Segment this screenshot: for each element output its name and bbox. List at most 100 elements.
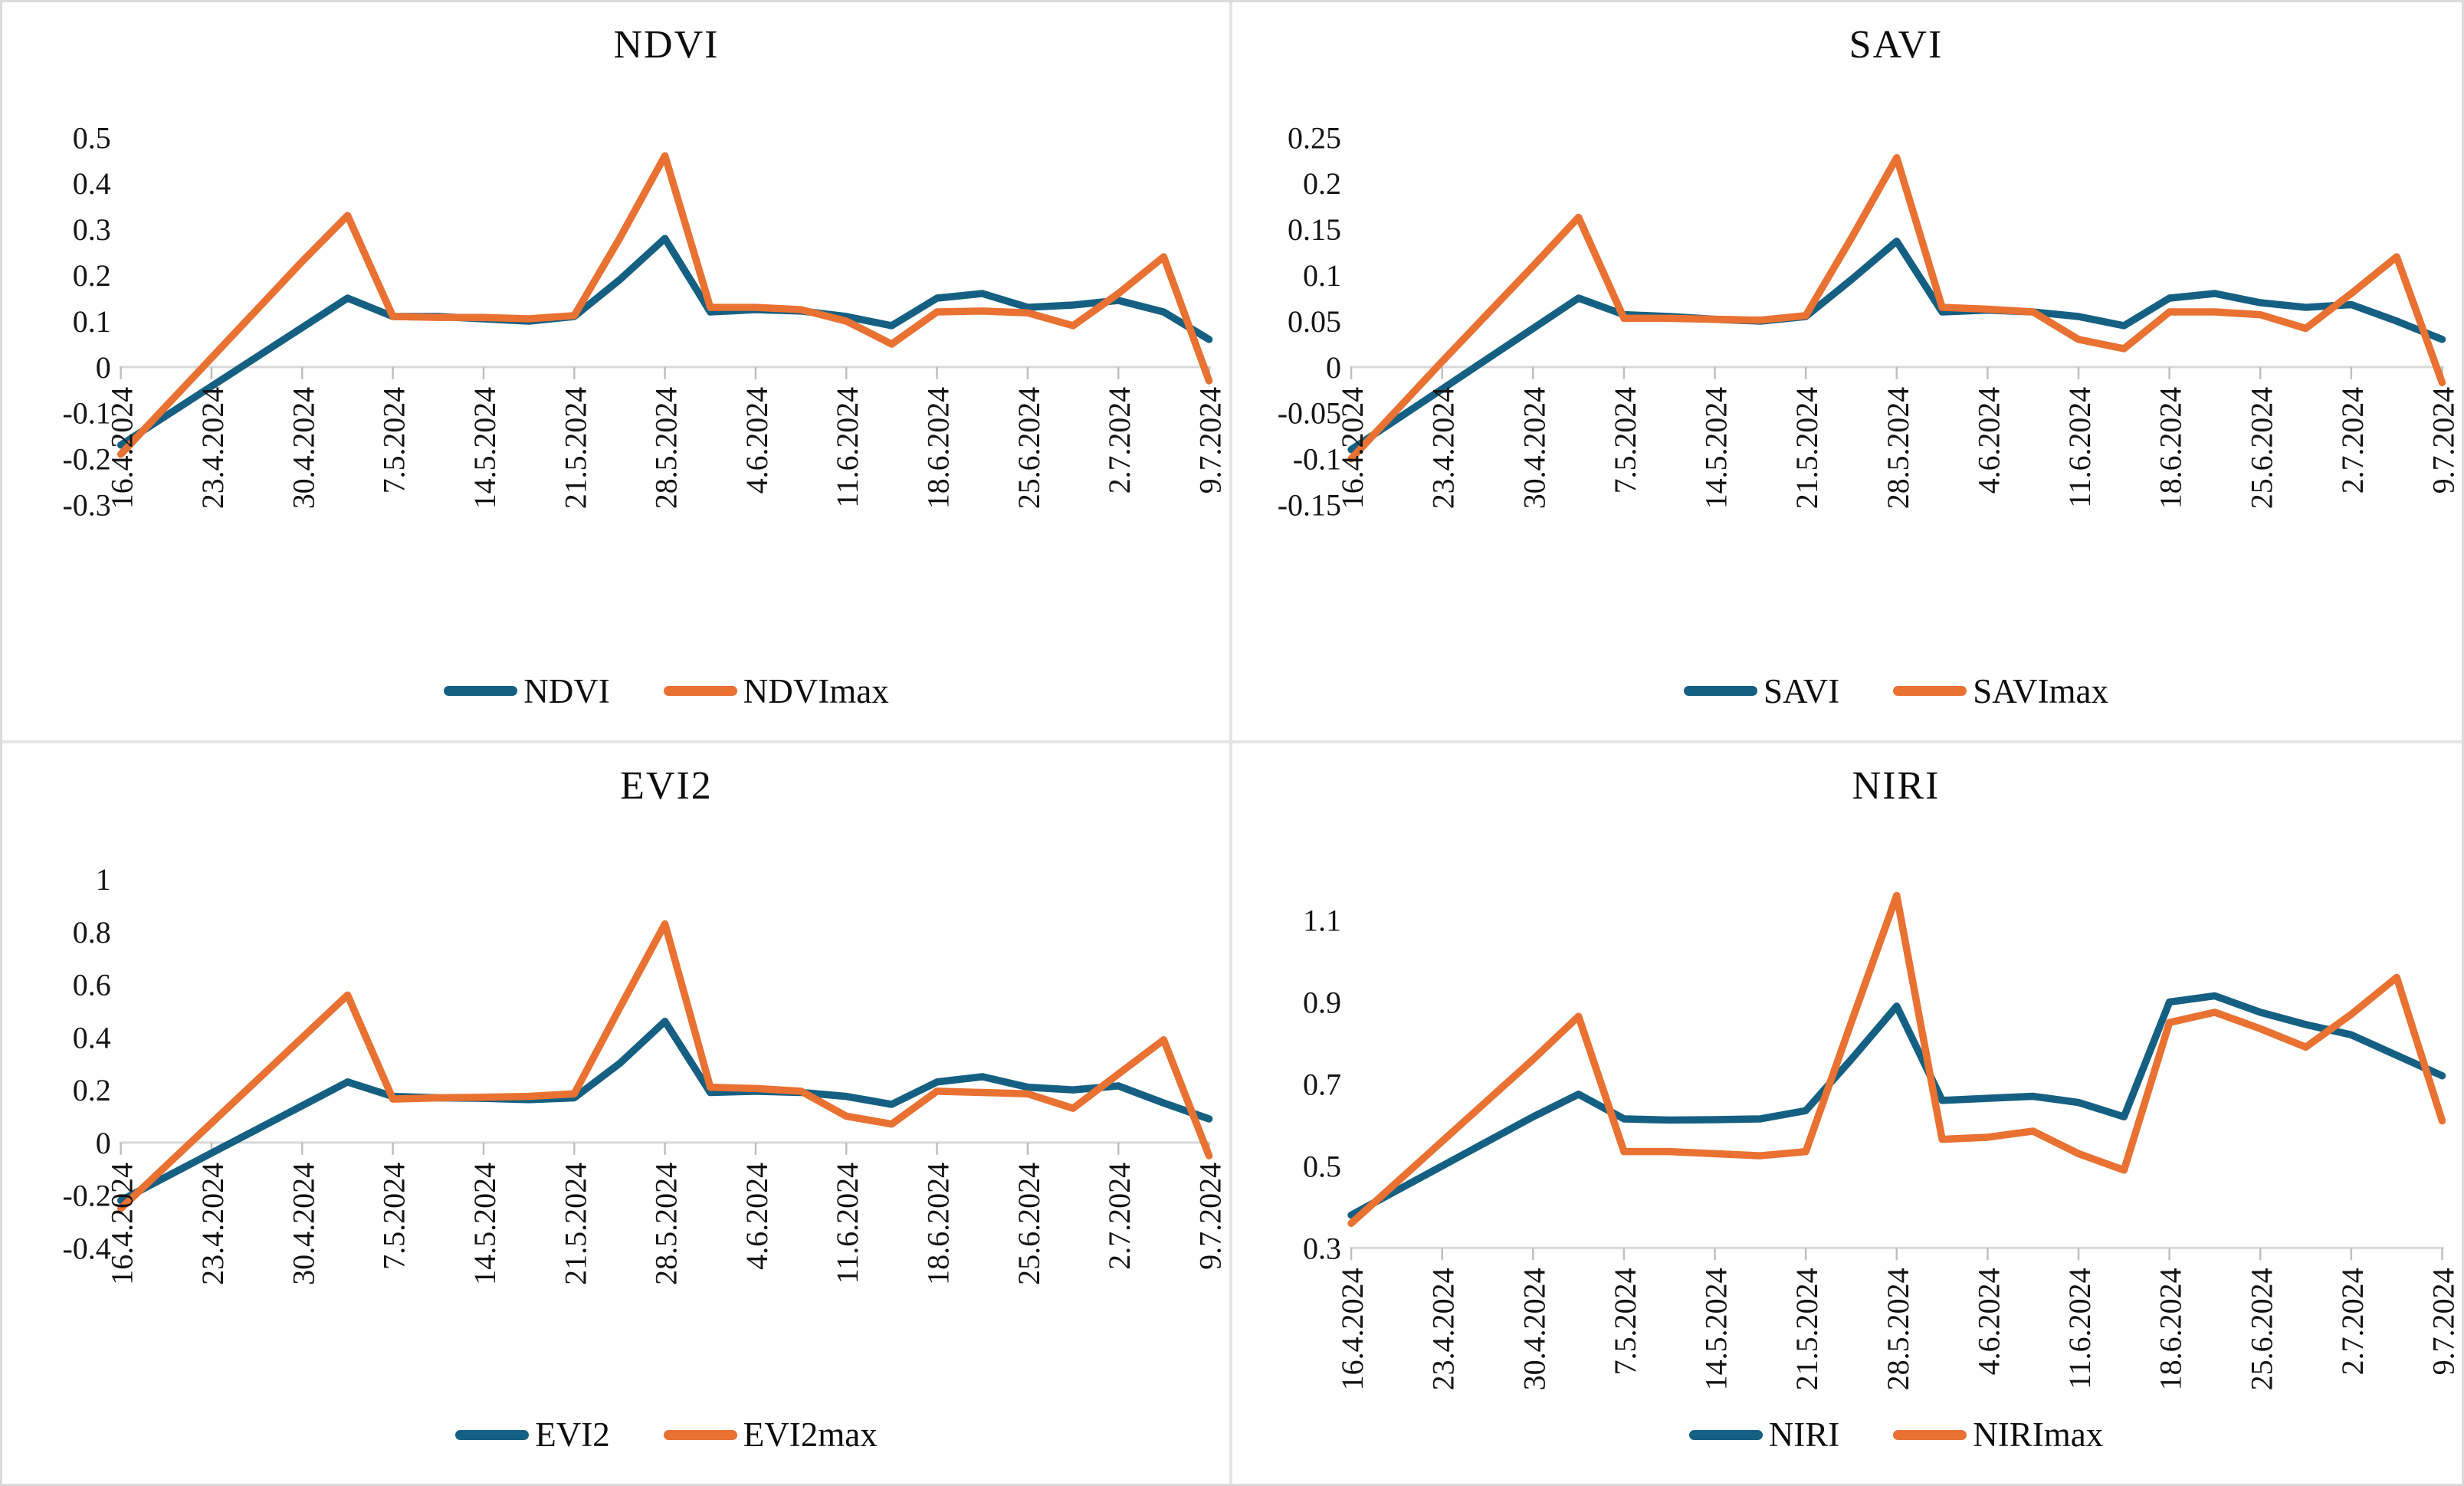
legend-swatch-series2: [1893, 1429, 1967, 1440]
legend-label: NIRI: [1768, 1415, 1840, 1454]
x-tick-label: 7.5.2024: [377, 387, 412, 494]
evi2max-series-line: [116, 920, 1213, 1212]
x-tick-label: 4.6.2024: [740, 387, 774, 494]
chart-niri: 16.4.2024 23.4.2024 30.4.2024 7.5.2024 14.5.…: [1232, 743, 2462, 1484]
y-tick-label: 0.2: [73, 1073, 111, 1107]
legend-swatch-series2: [1893, 686, 1967, 696]
y-tick-label: 0: [96, 350, 111, 385]
x-tick-label: 11.6.2024: [2062, 1268, 2097, 1389]
chart-title: SAVI: [1849, 23, 1944, 67]
x-tick-label: 30.4.2024: [286, 1162, 320, 1284]
y-tick-label: -0.15: [1277, 488, 1340, 523]
y-tick-label: 1.1: [1303, 903, 1341, 937]
y-tick-label: 0.1: [1303, 258, 1341, 293]
legend: SAVI SAVImax: [1351, 671, 2442, 711]
x-tick-label: 2.7.2024: [1102, 387, 1137, 494]
x-tick-label: 14.5.2024: [1698, 387, 1733, 509]
x-tick-label: 9.7.2024: [1193, 387, 1227, 494]
legend: EVI2 EVI2max: [121, 1415, 1212, 1455]
y-tick-label: 0.3: [73, 212, 111, 247]
x-tick-label: 30.4.2024: [1517, 1268, 1551, 1390]
y-tick-label: 0.4: [73, 166, 111, 201]
x-tick-label: 2.7.2024: [1102, 1162, 1137, 1269]
y-tick-label: -0.1: [63, 396, 111, 431]
x-tick-label: 9.7.2024: [2426, 387, 2460, 494]
evi2-plot-canvas: 16.4.2024 23.4.2024 30.4.2024 7.5.2024 14.5.…: [63, 862, 1228, 1285]
y-tick-label: -0.05: [1277, 396, 1340, 431]
x-tick-label: 28.5.2024: [1880, 387, 1914, 509]
x-tick-label: 18.6.2024: [921, 387, 956, 509]
x-tick-label: 14.5.2024: [468, 387, 502, 509]
x-tick-label: 4.6.2024: [1971, 1268, 2006, 1375]
legend-swatch-series2: [663, 1429, 737, 1440]
nirimax-series-line: [1347, 891, 2446, 1227]
legend-label: EVI2max: [743, 1415, 878, 1454]
x-tick-label: 23.4.2024: [1426, 1268, 1460, 1390]
ndvi-series-line: [116, 235, 1213, 449]
y-tick-label: 0: [96, 1125, 111, 1160]
x-tick-label: 2.7.2024: [2334, 387, 2369, 494]
chart-savi: 16.4.2024 23.4.2024 30.4.2024 7.5.2024 14.5.…: [1232, 2, 2462, 743]
legend-swatch-series1: [1684, 686, 1758, 696]
y-tick-label: 0.4: [73, 1020, 111, 1055]
legend-item: EVI2max: [663, 1415, 878, 1455]
legend-item: NIRI: [1688, 1415, 1840, 1455]
savi-series-line: [1347, 238, 2446, 454]
x-tick-label: 30.4.2024: [286, 387, 320, 509]
x-tick-label: 28.5.2024: [1880, 1268, 1914, 1390]
legend-item: NDVImax: [663, 671, 889, 711]
x-tick-label: 7.5.2024: [1607, 1268, 1642, 1375]
y-tick-label: 1: [96, 862, 111, 897]
x-tick-label: 25.6.2024: [1012, 387, 1046, 509]
chart-title: NIRI: [1852, 763, 1941, 808]
x-tick-label: 11.6.2024: [2062, 387, 2096, 508]
y-tick-label: 0.2: [1303, 166, 1341, 201]
y-tick-label: 0.3: [1303, 1231, 1341, 1265]
y-tick-label: 0: [1326, 350, 1341, 385]
x-tick-label: 18.6.2024: [2153, 387, 2187, 509]
y-tick-label: -0.1: [1292, 442, 1340, 477]
legend: NIRI NIRImax: [1351, 1415, 2442, 1455]
evi2-series-line: [116, 1017, 1213, 1204]
y-tick-label: -0.2: [63, 1178, 111, 1212]
x-tick-label: 11.6.2024: [830, 387, 865, 508]
x-tick-label: 21.5.2024: [1790, 387, 1824, 509]
chart-evi2: 16.4.2024 23.4.2024 30.4.2024 7.5.2024 14.5.…: [2, 743, 1232, 1484]
x-tick-label: 25.6.2024: [1012, 1162, 1046, 1284]
niri-series-line: [1347, 992, 2446, 1219]
legend-swatch-series1: [1688, 1429, 1763, 1440]
legend-swatch-series2: [663, 686, 737, 696]
x-tick-label: 21.5.2024: [558, 1162, 592, 1284]
y-tick-label: 0.5: [1303, 1149, 1341, 1183]
legend-label: NIRImax: [1973, 1415, 2104, 1454]
y-tick-label: 0.8: [73, 914, 111, 949]
y-tick-label: 0.25: [1288, 120, 1341, 155]
x-tick-label: 4.6.2024: [1971, 387, 2006, 494]
x-tick-label: 11.6.2024: [830, 1162, 865, 1284]
x-tick-label: 21.5.2024: [558, 387, 592, 509]
savi-plot-canvas: 16.4.2024 23.4.2024 30.4.2024 7.5.2024 14.5.…: [1277, 120, 2460, 523]
y-tick-label: -0.4: [63, 1231, 111, 1265]
y-tick-label: -0.2: [63, 442, 111, 477]
legend-swatch-series1: [444, 686, 518, 696]
x-tick-label: 16.4.2024: [1335, 1268, 1370, 1390]
x-tick-label: 9.7.2024: [1193, 1162, 1228, 1269]
legend-label: SAVImax: [1973, 671, 2108, 710]
x-tick-label: 7.5.2024: [377, 1162, 412, 1269]
x-tick-label: 18.6.2024: [921, 1162, 956, 1284]
y-tick-label: 0.15: [1288, 212, 1341, 247]
chart-title: NDVI: [613, 23, 720, 67]
x-tick-label: 30.4.2024: [1517, 387, 1551, 509]
legend-label: NDVImax: [743, 671, 889, 710]
x-tick-label: 23.4.2024: [195, 1162, 230, 1284]
chart-title: EVI2: [620, 763, 713, 808]
legend-label: NDVI: [523, 671, 610, 710]
x-tick-label: 7.5.2024: [1607, 387, 1642, 494]
legend-label: EVI2: [535, 1415, 610, 1454]
x-tick-label: 16.4.2024: [105, 1162, 139, 1284]
x-tick-label: 25.6.2024: [2244, 387, 2279, 509]
x-tick-label: 4.6.2024: [740, 1162, 774, 1269]
y-tick-label: 0.5: [73, 120, 111, 155]
legend-item: SAVImax: [1893, 671, 2108, 711]
